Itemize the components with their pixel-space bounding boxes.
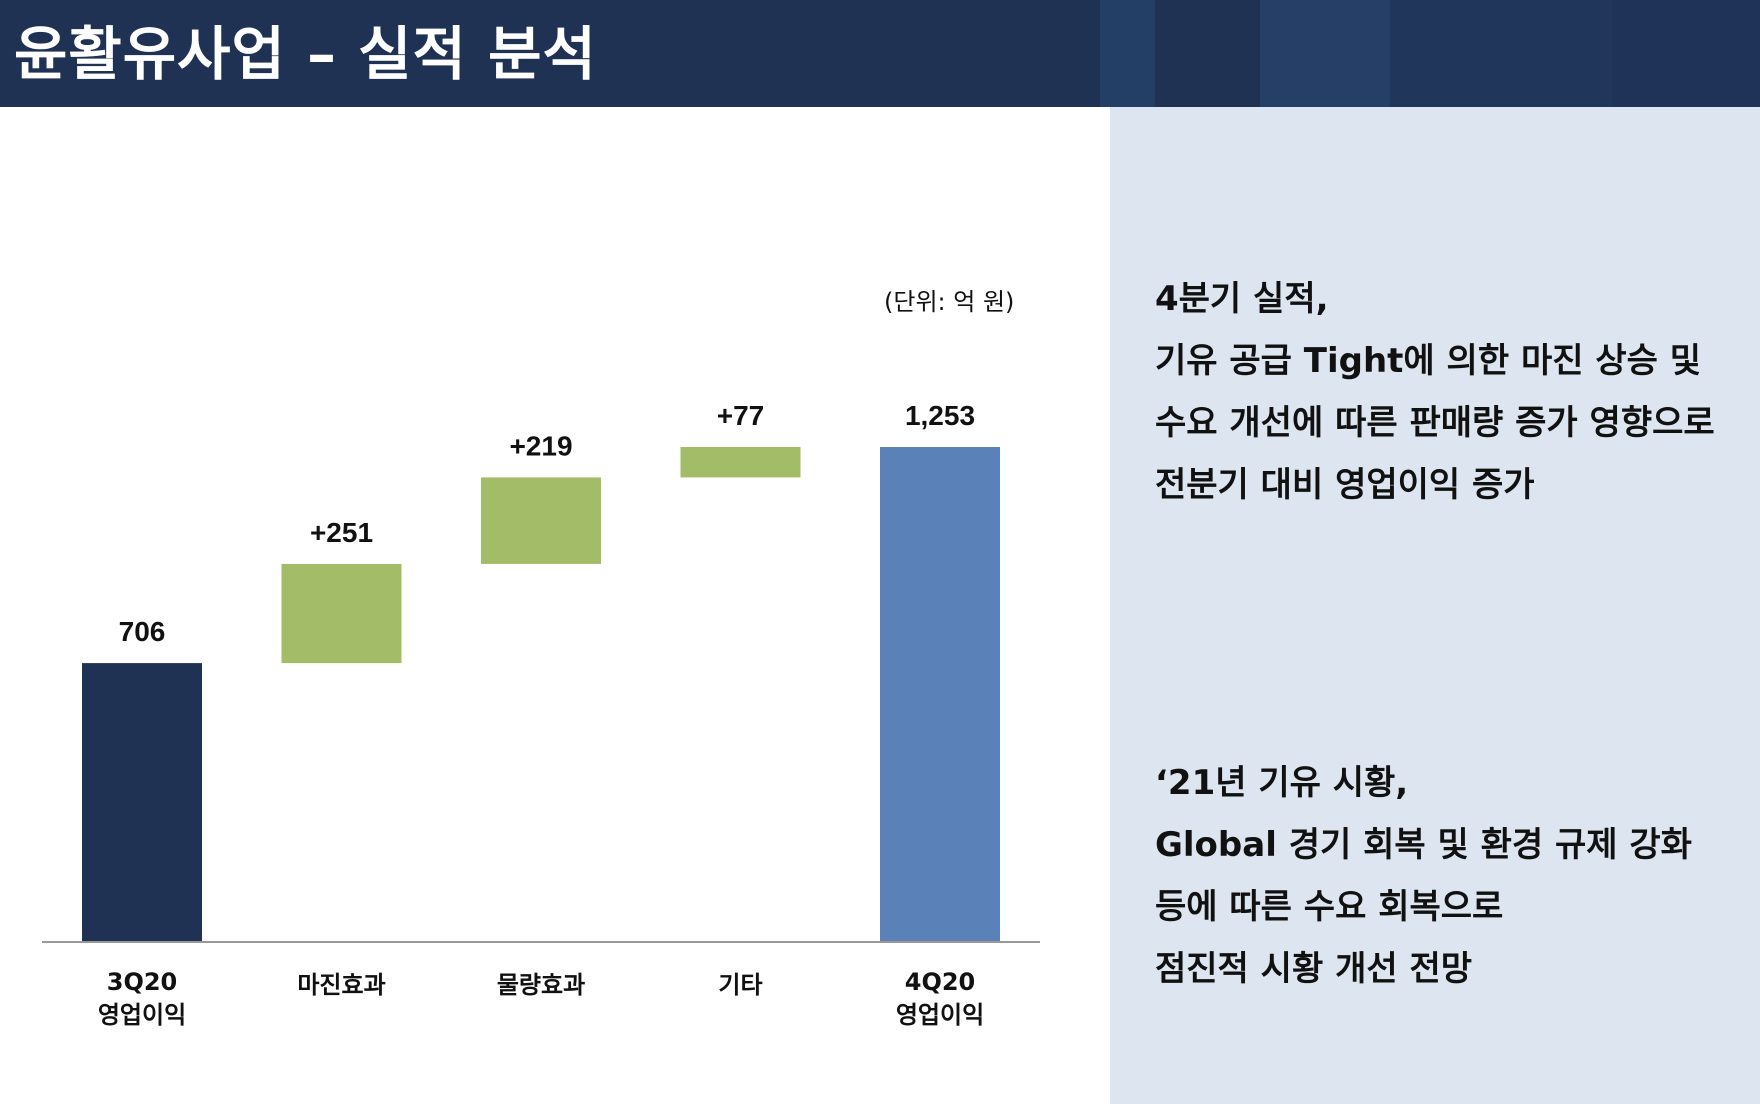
header-strip — [1612, 0, 1760, 107]
data-label-5: 1,253 — [905, 400, 975, 431]
bar-1 — [82, 663, 202, 942]
header-strip — [1100, 0, 1155, 107]
commentary-line: ‘21년 기유 시황, — [1155, 763, 1409, 803]
unit-label: (단위: 억 원) — [884, 288, 1015, 316]
category-label-3: 물량효과 — [497, 971, 585, 999]
header-bar: 윤활유사업 – 실적 분석 — [0, 0, 1760, 107]
category-label-2: 마진효과 — [297, 971, 385, 999]
header-strip — [1390, 0, 1612, 107]
data-label-4: +77 — [717, 400, 765, 431]
page-title: 윤활유사업 – 실적 분석 — [14, 20, 597, 88]
data-label-3: +219 — [509, 430, 572, 461]
commentary-line: 기유 공급 Tight에 의한 마진 상승 및 — [1155, 341, 1702, 381]
bar-4 — [680, 447, 801, 478]
commentary-line: Global 경기 회복 및 환경 규제 강화 — [1155, 825, 1692, 865]
commentary-2021-outlook: ‘21년 기유 시황, Global 경기 회복 및 환경 규제 강화 등에 따… — [1155, 752, 1692, 1000]
data-label-1: 706 — [119, 616, 166, 647]
header-strip — [1260, 0, 1390, 107]
bar-2 — [281, 563, 402, 664]
commentary-line: 등에 따른 수요 회복으로 — [1155, 887, 1504, 927]
commentary-line: 점진적 시황 개선 전망 — [1155, 949, 1473, 989]
category-label-5: 영업이익 — [896, 1001, 984, 1029]
header-strip — [1155, 0, 1260, 107]
commentary-q4-results: 4분기 실적, 기유 공급 Tight에 의한 마진 상승 및 수요 개선에 따… — [1155, 268, 1715, 516]
commentary-panel — [1110, 107, 1760, 1104]
category-label-1: 영업이익 — [98, 1001, 186, 1029]
commentary-line: 전분기 대비 영업이익 증가 — [1155, 465, 1535, 505]
commentary-line: 4분기 실적, — [1155, 279, 1329, 319]
category-label-4: 기타 — [718, 971, 762, 999]
bar-5 — [880, 447, 1000, 942]
category-label-5: 4Q20 — [905, 968, 976, 996]
commentary-line: 수요 개선에 따른 판매량 증가 영향으로 — [1155, 403, 1715, 443]
waterfall-chart: 706 3Q20 영업이익 +251 마진효과 +219 물량효과 +77 기타 1,253 4Q2… — [42, 400, 1040, 1029]
bar-3 — [481, 477, 601, 564]
data-label-2: +251 — [310, 517, 373, 548]
category-label-1: 3Q20 — [107, 968, 178, 996]
